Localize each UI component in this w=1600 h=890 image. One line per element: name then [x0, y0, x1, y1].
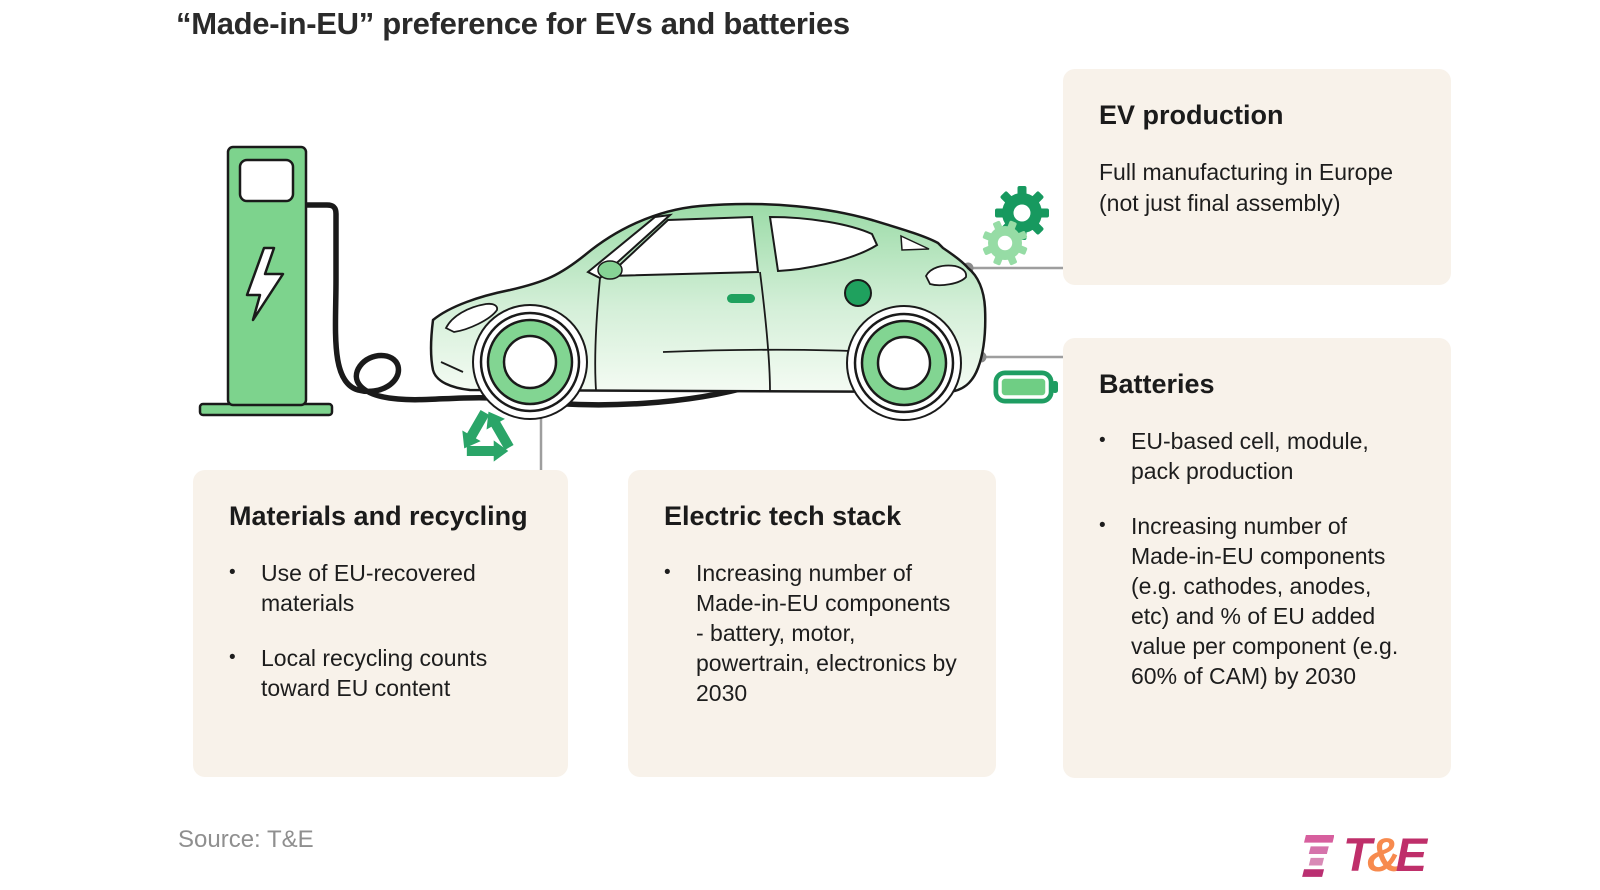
materials-recycling-heading: Materials and recycling	[229, 501, 528, 531]
list-item: Increasing number of Made-in-EU componen…	[664, 558, 960, 708]
batteries-box: Batteries EU-based cell, module, pack pr…	[1063, 338, 1451, 778]
car-body	[429, 202, 987, 394]
batteries-heading: Batteries	[1099, 369, 1215, 399]
page-title: “Made-in-EU” preference for EVs and batt…	[176, 6, 850, 41]
door-handle	[727, 294, 755, 303]
charge-port	[844, 279, 872, 307]
front-wheel	[472, 304, 588, 420]
ev-charging-station-icon	[198, 145, 334, 417]
electric-car-illustration	[429, 202, 987, 421]
electric-tech-stack-heading: Electric tech stack	[664, 501, 902, 531]
list-item: Increasing number of Made-in-EU componen…	[1099, 511, 1415, 691]
source-attribution: Source: T&E	[178, 826, 314, 853]
electric-tech-stack-box: Electric tech stack Increasing number of…	[628, 470, 996, 777]
ev-production-heading: EV production	[1099, 100, 1284, 130]
materials-recycling-box: Materials and recycling Use of EU-recove…	[193, 470, 568, 777]
battery-icon	[993, 370, 1058, 404]
charging-cable	[303, 202, 861, 408]
list-item: Local recycling counts toward EU content	[229, 643, 532, 703]
recycle-icon	[462, 410, 514, 462]
connector-lines	[539, 266, 1066, 472]
connector-dots	[535, 262, 987, 416]
te-logo-text: T & E	[1343, 828, 1427, 881]
ev-production-body: Full manufacturing in Europe (not just f…	[1099, 159, 1394, 216]
lightning-bolt-icon	[245, 246, 285, 322]
list-item: EU-based cell, module, pack production	[1099, 426, 1415, 486]
rear-wheel	[846, 305, 962, 421]
ev-production-box: EV production Full manufacturing in Euro…	[1063, 69, 1451, 285]
te-logo: T & E	[1294, 827, 1427, 882]
gears-icon	[982, 186, 1049, 266]
te-logo-stripes-icon	[1302, 834, 1334, 877]
list-item: Use of EU-recovered materials	[229, 558, 532, 618]
